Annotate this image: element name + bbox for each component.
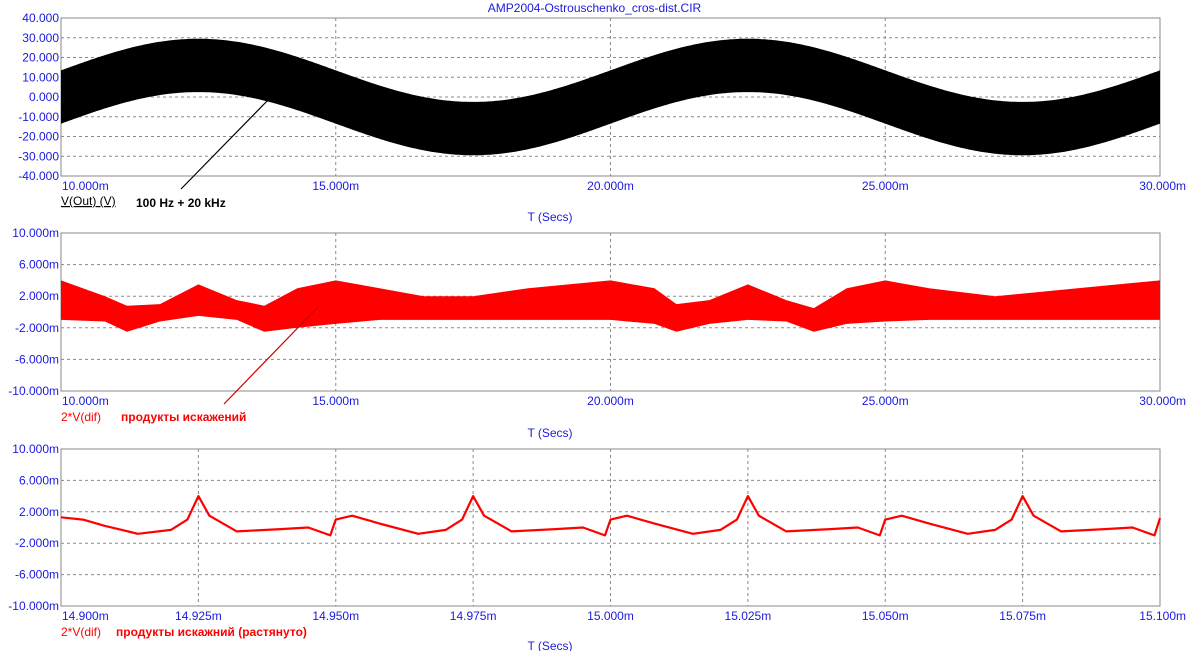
panel-3-annotation: продукты искажний (растянуто): [116, 625, 307, 639]
y-tick-label: -6.000m: [15, 352, 59, 366]
y-tick-label: 6.000m: [19, 258, 59, 272]
x-tick-label: 15.000m: [312, 179, 359, 193]
y-tick-label: 6.000m: [19, 473, 59, 487]
x-tick-label: 15.025m: [725, 609, 772, 623]
y-tick-label: -20.000: [18, 130, 59, 144]
x-tick-label: 15.075m: [999, 609, 1046, 623]
panel-1-x-axis-label: T (Secs): [527, 210, 572, 224]
y-tick-label: -2.000m: [15, 536, 59, 550]
panel-2-annotation-pointer: [223, 306, 319, 405]
panel-2-x-tick-labels: 10.000m 15.000m 20.000m 25.000m 30.000m: [62, 394, 1186, 408]
y-tick-label: 10.000m: [12, 226, 59, 240]
y-tick-label: 2.000m: [19, 505, 59, 519]
y-tick-label: -2.000m: [15, 321, 59, 335]
x-tick-label: 30.000m: [1139, 394, 1186, 408]
x-tick-label: 10.000m: [62, 179, 109, 193]
y-tick-label: 40.000: [22, 11, 59, 25]
panel-2-annotation: продукты искажений: [121, 410, 246, 424]
y-tick-label: 20.000: [22, 51, 59, 65]
panel-3-trace-line: [60, 495, 1162, 537]
panel-1: 40.000 30.000 20.000 10.000 0.000 -10.000 -20.…: [18, 11, 1186, 224]
y-tick-label: -40.000: [18, 169, 59, 183]
y-tick-label: 10.000m: [12, 442, 59, 456]
x-tick-label: 15.000m: [587, 609, 634, 623]
panel-2-y-tick-labels: 10.000m 6.000m 2.000m -2.000m -6.000m -10.000…: [8, 226, 59, 398]
panel-1-y-tick-labels: 40.000 30.000 20.000 10.000 0.000 -10.000 -20.…: [18, 11, 59, 183]
panel-2-x-axis-label: T (Secs): [527, 426, 572, 440]
y-tick-label: -30.000: [18, 149, 59, 163]
panel-1-trace-band: [61, 38, 1160, 156]
y-tick-label: -10.000: [18, 110, 59, 124]
panel-1-annotation-pointer: [180, 97, 271, 190]
y-tick-label: -10.000m: [8, 599, 59, 613]
panel-1-trace-name: V(Out) (V): [61, 194, 116, 208]
panel-1-x-tick-labels: 10.000m 15.000m 20.000m 25.000m 30.000m: [62, 179, 1186, 193]
y-tick-label: 0.000: [29, 90, 59, 104]
panel-3: 10.000m 6.000m 2.000m -2.000m -6.000m -10.000…: [8, 442, 1186, 651]
y-tick-label: 10.000: [22, 70, 59, 84]
x-tick-label: 10.000m: [62, 394, 109, 408]
x-tick-label: 14.900m: [62, 609, 109, 623]
y-tick-label: 2.000m: [19, 289, 59, 303]
x-tick-label: 25.000m: [862, 179, 909, 193]
panel-2: 10.000m 6.000m 2.000m -2.000m -6.000m -10.000…: [8, 226, 1186, 440]
x-tick-label: 15.000m: [312, 394, 359, 408]
panel-3-x-axis-label: T (Secs): [527, 639, 572, 651]
x-tick-label: 30.000m: [1139, 179, 1186, 193]
panel-3-grid: [61, 449, 1160, 606]
panel-3-trace-name: 2*V(dif): [61, 625, 101, 639]
panel-1-annotation: 100 Hz + 20 kHz: [136, 196, 226, 210]
y-tick-label: -10.000m: [8, 384, 59, 398]
x-tick-label: 20.000m: [587, 179, 634, 193]
x-tick-label: 14.975m: [450, 609, 497, 623]
y-tick-label: -6.000m: [15, 568, 59, 582]
window-title: AMP2004-Ostrouschenko_cros-dist.CIR: [487, 1, 702, 15]
x-tick-label: 25.000m: [862, 394, 909, 408]
x-tick-label: 14.950m: [312, 609, 359, 623]
panel-2-trace-name: 2*V(dif): [61, 410, 101, 424]
x-tick-label: 14.925m: [175, 609, 222, 623]
x-tick-label: 15.050m: [862, 609, 909, 623]
panel-2-trace-band: [61, 280, 1160, 332]
x-tick-label: 15.100m: [1139, 609, 1186, 623]
panel-3-x-tick-labels: 14.900m 14.925m 14.950m 14.975m 15.000m 15.02…: [62, 609, 1186, 623]
y-tick-label: 30.000: [22, 31, 59, 45]
panel-3-y-tick-labels: 10.000m 6.000m 2.000m -2.000m -6.000m -10.000…: [8, 442, 59, 613]
x-tick-label: 20.000m: [587, 394, 634, 408]
